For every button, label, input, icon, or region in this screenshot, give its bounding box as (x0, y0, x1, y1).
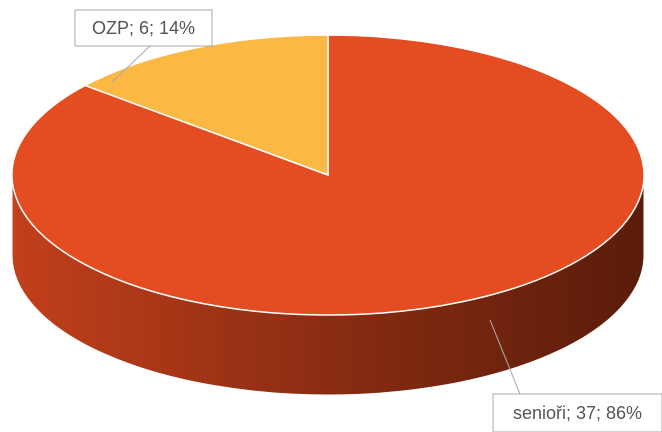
leader-line (489, 319, 521, 395)
label-box (74, 9, 213, 47)
pie-slice (83, 34, 329, 177)
label-box (492, 393, 662, 432)
pie-slice (11, 34, 645, 316)
data-label: senioři; 37; 86% (513, 403, 642, 423)
leader-line (111, 45, 151, 83)
data-label: OZP; 6; 14% (92, 18, 195, 38)
